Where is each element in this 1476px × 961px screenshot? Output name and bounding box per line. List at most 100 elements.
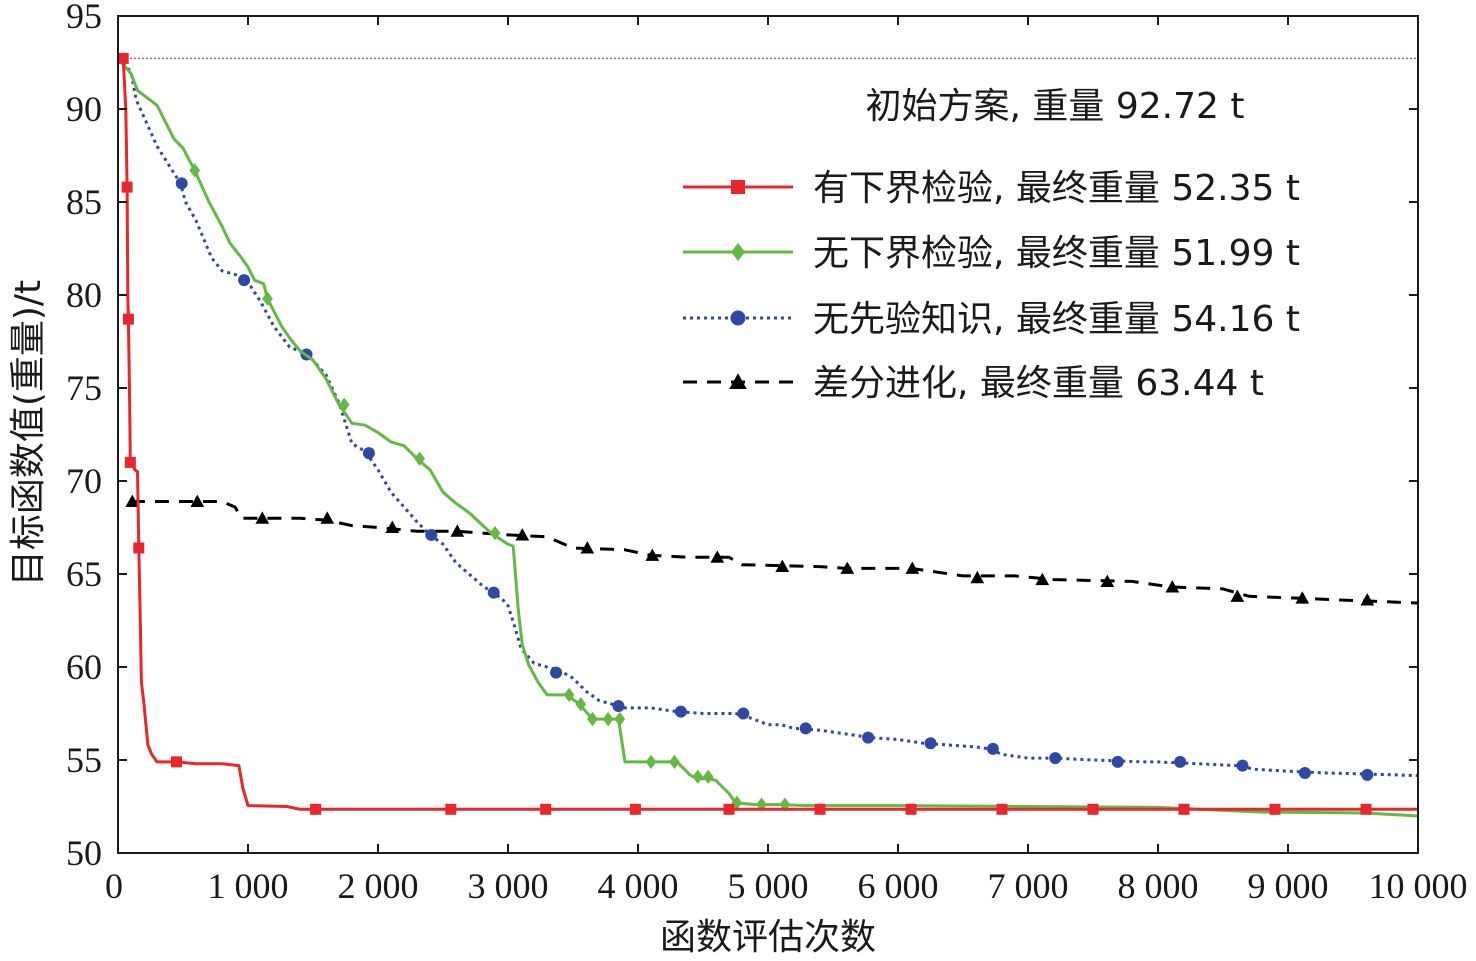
data-point-triangle [125, 494, 140, 507]
x-axis-label: 函数评估次数 [660, 917, 876, 958]
data-point-triangle [515, 528, 530, 541]
data-point-triangle [905, 561, 920, 574]
x-tick-label: 2 000 [338, 866, 419, 906]
data-point-circle [612, 700, 625, 713]
data-point-circle [924, 737, 937, 750]
data-point-circle [1236, 759, 1249, 772]
data-point-circle [550, 666, 563, 679]
data-point-circle [175, 177, 188, 190]
data-point-square [122, 313, 134, 325]
legend-label: 无下界检验, 最终重量 51.99 t [813, 233, 1300, 274]
x-tick-label: 3 000 [468, 866, 549, 906]
legend-entry: 有下界检验, 最终重量 52.35 t [683, 168, 1300, 209]
series-line-triangle [131, 500, 1419, 605]
x-tick-label: 8 000 [1118, 866, 1199, 906]
legend-marker-diamond [731, 242, 745, 262]
data-point-triangle [255, 511, 270, 524]
series-line-diamond [116, 57, 1419, 818]
data-point-square [445, 803, 457, 815]
data-point-square [310, 803, 322, 815]
series-line-circle [116, 57, 1419, 778]
series-triangle [125, 494, 1419, 606]
data-point-square [1178, 803, 1190, 815]
plot-area-frame [117, 15, 1419, 854]
y-tick-label: 75 [66, 368, 102, 408]
data-point-square [171, 756, 182, 768]
data-point-diamond [587, 711, 598, 727]
y-tick-label: 70 [66, 461, 102, 501]
data-point-circle [487, 586, 500, 599]
data-point-triangle [645, 548, 660, 561]
data-point-triangle [775, 559, 790, 573]
x-tick-label: 9 000 [1248, 866, 1329, 906]
y-tick-label: 95 [66, 0, 102, 36]
legend-entry: 无先验知识, 最终重量 54.16 t [683, 299, 1300, 340]
y-tick-label: 80 [66, 275, 102, 315]
data-point-circle [1361, 768, 1374, 781]
data-point-diamond [489, 525, 501, 541]
data-point-diamond [645, 754, 657, 770]
legend-marker-triangle [729, 373, 747, 389]
data-point-diamond [756, 797, 767, 812]
data-point-triangle [1165, 580, 1180, 593]
axis-ticks: 0 1 000 2 000 3 000 4 000 5 000 6 000 7 000 8 00… [66, 0, 1468, 906]
data-point-triangle [580, 541, 595, 554]
data-point-circle [862, 731, 875, 744]
data-point-circle [674, 705, 687, 718]
data-point-circle [737, 707, 750, 720]
legend-marker-square [731, 180, 745, 194]
legend-entry: 差分进化, 最终重量 63.44 t [683, 363, 1264, 404]
x-tick-label: 6 000 [858, 866, 939, 906]
data-point-diamond [338, 397, 350, 412]
x-tick-label: 4 000 [598, 866, 679, 906]
data-point-triangle [1295, 591, 1310, 604]
data-point-triangle [450, 524, 465, 537]
reference-line-label: 初始方案, 重量 92.72 t [866, 86, 1245, 127]
data-point-circle [799, 722, 812, 735]
data-point-circle [1174, 755, 1187, 768]
y-tick-label: 55 [66, 740, 102, 780]
data-point-triangle [710, 550, 725, 563]
data-point-diamond [189, 163, 201, 178]
data-point-triangle [970, 570, 985, 584]
data-point-triangle [190, 494, 205, 507]
data-point-square [133, 542, 145, 554]
x-tick-label: 0 [105, 866, 123, 906]
y-tick-label: 60 [66, 647, 102, 687]
legend: 初始方案, 重量 92.72 t 有下界检验, 最终重量 52.35 t 无下界检验… [683, 86, 1300, 404]
data-point-triangle [1035, 572, 1050, 586]
data-point-circle [1049, 752, 1062, 765]
data-point-square [996, 803, 1008, 815]
data-point-square [1360, 803, 1372, 815]
data-point-diamond [575, 697, 587, 712]
x-tick-label: 1 000 [208, 866, 289, 906]
data-point-square [905, 803, 917, 815]
y-axis-label: 目标函数值(重量)/t [8, 280, 49, 586]
data-point-diamond [262, 291, 273, 306]
data-point-diamond [414, 451, 425, 466]
data-point-circle [1111, 755, 1124, 768]
y-tick-label: 90 [66, 89, 102, 129]
data-point-square [814, 803, 826, 815]
legend-entry: 无下界检验, 最终重量 51.99 t [683, 233, 1300, 274]
y-tick-label: 65 [66, 554, 102, 594]
data-point-diamond [602, 711, 614, 727]
x-tick-label: 10 000 [1369, 866, 1468, 906]
data-point-diamond [563, 687, 575, 703]
data-point-triangle [840, 561, 855, 574]
legend-label: 差分进化, 最终重量 63.44 t [813, 363, 1264, 404]
data-point-triangle [1100, 574, 1115, 587]
data-point-diamond [669, 754, 680, 770]
data-point-square [723, 803, 735, 815]
data-point-circle [362, 447, 375, 460]
data-point-diamond [614, 711, 626, 727]
legend-label: 无先验知识, 最终重量 54.16 t [813, 299, 1300, 340]
data-point-square [629, 803, 641, 815]
data-point-square [117, 52, 129, 64]
data-point-circle [1298, 767, 1311, 780]
legend-marker-circle [730, 310, 746, 326]
series-square [117, 52, 1418, 815]
data-point-square [1087, 803, 1099, 815]
y-tick-label: 50 [66, 833, 102, 873]
